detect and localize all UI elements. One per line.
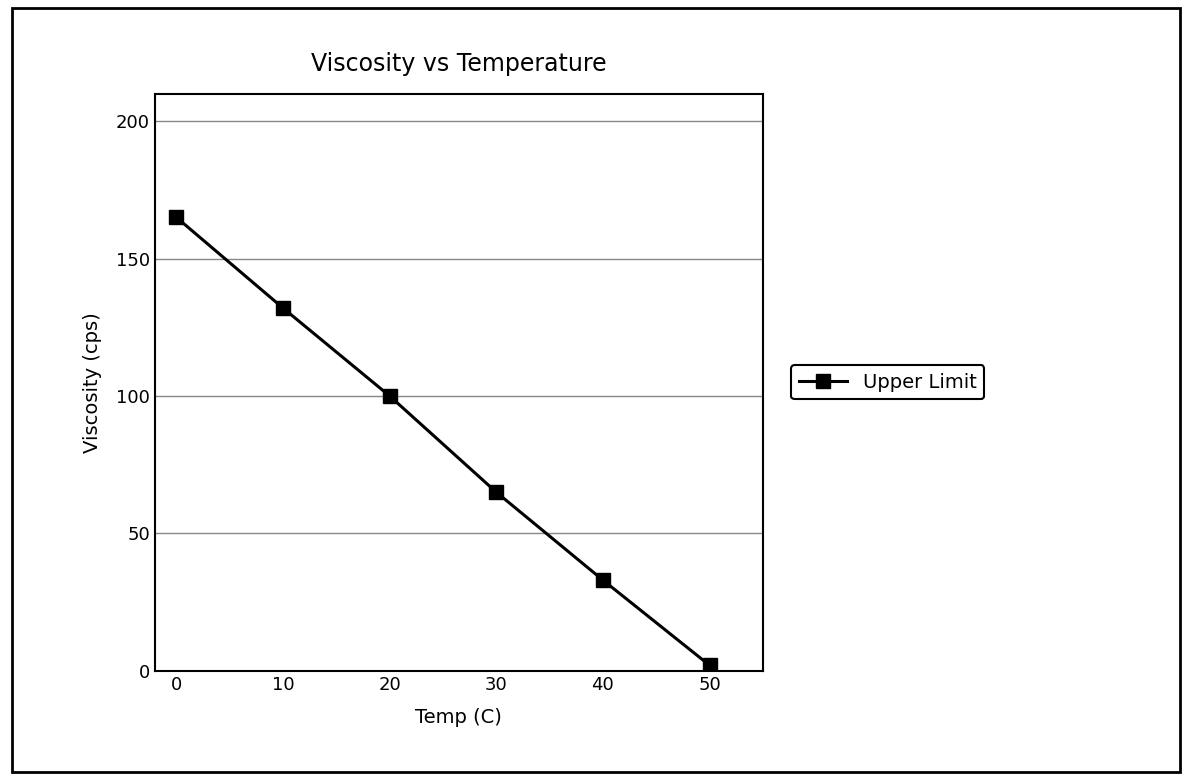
Upper Limit <box>275 303 290 313</box>
Title: Viscosity vs Temperature: Viscosity vs Temperature <box>311 52 607 76</box>
Upper Limit <box>702 661 716 670</box>
Legend: Upper Limit: Upper Limit <box>790 365 985 399</box>
Upper Limit <box>383 392 397 401</box>
Y-axis label: Viscosity (cps): Viscosity (cps) <box>83 312 103 452</box>
Upper Limit <box>596 576 610 585</box>
Upper Limit <box>489 488 503 497</box>
X-axis label: Temp (C): Temp (C) <box>416 707 502 726</box>
Line: Upper Limit: Upper Limit <box>169 211 716 672</box>
Upper Limit <box>169 213 184 222</box>
